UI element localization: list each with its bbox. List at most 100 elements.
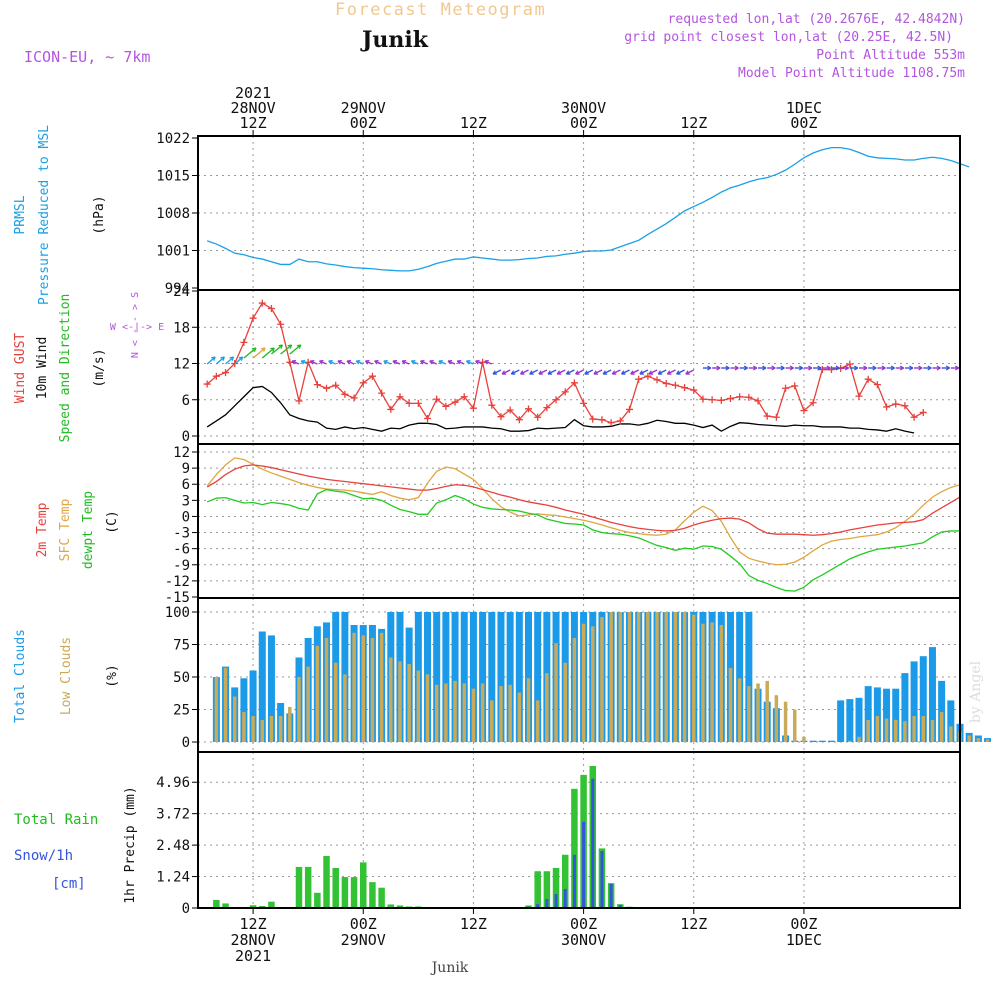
wind-gust-line-point xyxy=(910,413,918,421)
wind-gust-line-point xyxy=(635,375,643,383)
wind-direction-arrowhead xyxy=(676,370,681,375)
wind-direction-arrow xyxy=(392,360,401,365)
wind-gust-line-point xyxy=(644,372,652,380)
wind-direction-arrowhead xyxy=(520,370,525,375)
y-tick-label: 1022 xyxy=(156,131,190,147)
pressure-unit: (hPa) xyxy=(92,195,107,234)
low-cloud-bar xyxy=(563,662,567,742)
wind-gust-line-point xyxy=(625,405,633,413)
time-label-bottom: 12Z xyxy=(460,915,487,933)
wind-direction-arrowhead xyxy=(762,365,767,371)
total-cloud-bar xyxy=(864,686,872,742)
wind-gust-line-point xyxy=(690,386,698,394)
wind-direction-arrowhead xyxy=(447,360,453,365)
requested-coords: requested lon,lat (20.2676E, 42.4842N) xyxy=(668,12,965,27)
wind-direction-arrowhead xyxy=(593,370,598,375)
time-label-top: 00Z xyxy=(350,114,377,132)
low-cloud-bar xyxy=(315,645,320,742)
rain-bar xyxy=(561,854,569,908)
y-tick-label: 1001 xyxy=(156,244,190,260)
low-cloud-bar xyxy=(591,626,595,742)
wind-direction-arrowhead xyxy=(743,365,748,371)
low-cloud-bar xyxy=(444,683,448,742)
time-label-bottom: 1DEC xyxy=(786,931,822,949)
wind-direction-arrowhead xyxy=(565,370,571,375)
low-cloud-bar xyxy=(655,612,659,742)
wind-gust-line-point xyxy=(726,395,734,403)
wind-direction-arrow xyxy=(291,360,300,365)
wind-compass-we: W <-|-> E xyxy=(110,322,164,333)
y-tick-label: 6 xyxy=(182,477,190,493)
wind-direction-arrow xyxy=(475,360,483,365)
wind-direction-arrowhead xyxy=(890,365,895,371)
wind-direction-arrow xyxy=(657,369,667,375)
precip-axis-label: 1hr Precip (mm) xyxy=(123,786,138,903)
wind-gust-line-point xyxy=(525,405,533,413)
low-cloud-bar xyxy=(471,688,476,742)
low-cloud-bar xyxy=(903,721,907,742)
wind-direction-arrow xyxy=(484,360,493,365)
total-cloud-bar xyxy=(460,612,468,742)
total-cloud-bar xyxy=(901,673,909,742)
panel-border xyxy=(197,443,961,599)
low-cloud-bar xyxy=(866,719,870,742)
wind-direction-arrowhead xyxy=(556,370,562,375)
wind-gust-line-point xyxy=(469,404,477,412)
rain-bar xyxy=(249,905,257,908)
wind-direction-arrowhead xyxy=(798,365,804,371)
wind-direction-arrow xyxy=(206,356,216,365)
footer-location: Junik xyxy=(430,960,469,976)
y-tick-label: 12 xyxy=(173,357,190,373)
low-cloud-bar xyxy=(490,700,494,742)
wind-direction-arrowhead xyxy=(296,344,302,349)
low-cloud-bar xyxy=(297,677,301,742)
wind-gust-line-point xyxy=(249,314,257,322)
y-tick-label: 75 xyxy=(173,638,190,654)
low-cloud-bar xyxy=(269,716,274,742)
wind-direction-arrowhead xyxy=(229,356,235,361)
wind-gust-line-point xyxy=(497,413,505,421)
wind-direction-arrowhead xyxy=(238,356,244,361)
wind-gust-line-point xyxy=(855,392,863,400)
temp-unit: (C) xyxy=(105,510,120,533)
wind-gust-line-point xyxy=(286,358,294,366)
y-tick-label: 12 xyxy=(173,445,190,461)
pressure-line xyxy=(206,146,970,272)
wind-direction-arrow xyxy=(584,369,594,375)
rain-bar xyxy=(350,877,358,908)
t2m-line xyxy=(206,464,961,536)
wind-direction-arrow xyxy=(300,360,309,365)
time-label-top: 30NOV xyxy=(561,99,606,117)
low-cloud-bar xyxy=(462,683,466,742)
total-cloud-bar xyxy=(846,699,854,742)
rain-bar xyxy=(571,788,578,908)
wind-10m-label: 10m Wind xyxy=(35,337,50,400)
wind-gust-line-point xyxy=(552,396,560,404)
wind-direction-arrow xyxy=(261,347,275,359)
wind-gust-line-point xyxy=(203,380,211,388)
y-tick-label: 100 xyxy=(165,605,190,621)
wind-direction-arrowhead xyxy=(808,365,813,371)
y-tick-label: -12 xyxy=(165,574,190,590)
wind-direction-arrowhead xyxy=(918,365,923,371)
low-cloud-bar xyxy=(673,612,678,742)
wind-direction-arrowhead xyxy=(657,370,663,375)
y-tick-label: 1008 xyxy=(156,206,190,222)
wind-direction-arrow xyxy=(438,360,447,365)
low-cloud-bar xyxy=(682,612,687,742)
wind-direction-arrow xyxy=(346,360,355,365)
wind-direction-arrow xyxy=(667,369,676,375)
y-tick-label: 994 xyxy=(165,281,190,297)
low-cloud-bar xyxy=(517,692,522,742)
wind-direction-arrowhead xyxy=(383,360,388,365)
wind-direction-arrowhead xyxy=(492,370,497,375)
low-cloud-bar xyxy=(627,612,632,742)
y-tick-label: 2.48 xyxy=(156,838,190,854)
wind-direction-arrow xyxy=(556,369,566,375)
low-cloud-bar xyxy=(949,726,953,742)
y-tick-label: -6 xyxy=(173,542,190,558)
low-cloud-bar xyxy=(774,695,779,742)
wind-direction-arrow xyxy=(685,369,695,375)
low-cloud-bar xyxy=(242,712,246,742)
wind-gust-line-point xyxy=(534,413,542,421)
